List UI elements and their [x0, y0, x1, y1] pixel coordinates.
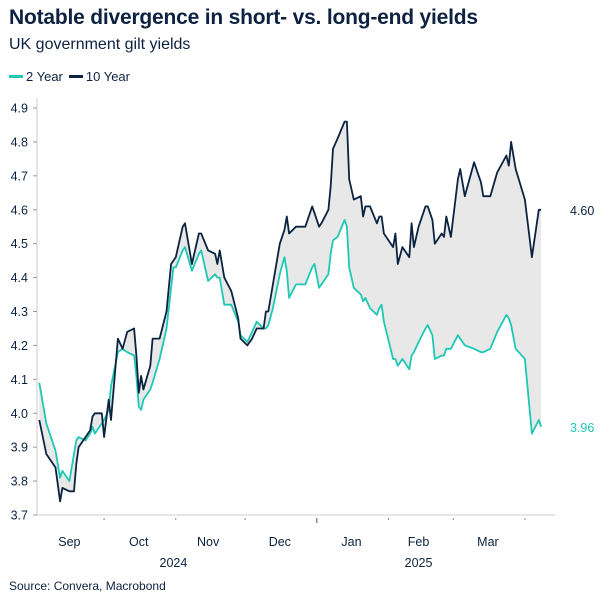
y-tick-label: 4.1 [11, 373, 28, 387]
x-tick-label: Dec [269, 535, 291, 549]
y-tick-label: 4.0 [11, 407, 28, 421]
x-tick-label: Feb [408, 535, 430, 549]
legend-item-10-year: 10 Year [68, 69, 130, 84]
y-tick-label: 4.6 [11, 203, 28, 217]
y-tick-label: 4.7 [11, 169, 28, 183]
source-note: Source: Convera, Macrobond [9, 579, 166, 593]
series-line-10-year [38, 120, 542, 503]
x-tick-label: Mar [477, 535, 499, 549]
end-label-2-year: 3.96 [570, 421, 594, 435]
legend-item-2-year: 2 Year [9, 69, 63, 84]
chart-subtitle: UK government gilt yields [9, 36, 191, 53]
x-tick-label: Oct [129, 535, 149, 549]
legend-label: 2 Year [26, 69, 63, 84]
y-tick-label: 4.8 [11, 135, 28, 149]
end-label-10-year: 4.60 [570, 204, 594, 218]
y-tick-label: 4.5 [11, 237, 28, 251]
x-year-label: 2024 [160, 556, 188, 570]
legend-label: 10 Year [85, 69, 130, 84]
series-line-2-year [38, 218, 542, 483]
chart-title: Notable divergence in short- vs. long-en… [9, 6, 478, 29]
y-tick-label: 3.8 [11, 475, 28, 489]
x-tick-label: Jan [341, 535, 361, 549]
x-tick-label: Sep [58, 535, 80, 549]
y-tick-label: 4.9 [11, 102, 28, 116]
x-tick-label: Nov [197, 535, 220, 549]
legend-swatch-10-year [68, 75, 83, 78]
legend-swatch-2-year [9, 75, 23, 78]
y-tick-label: 4.4 [11, 271, 28, 285]
x-year-label: 2025 [405, 556, 433, 570]
y-tick-label: 3.9 [11, 441, 28, 455]
y-tick-label: 3.7 [11, 509, 28, 523]
y-tick-label: 4.3 [11, 305, 28, 319]
y-tick-label: 4.2 [11, 339, 28, 353]
legend: 2 Year 10 Year [9, 69, 130, 84]
spread-fill-area [39, 121, 542, 502]
